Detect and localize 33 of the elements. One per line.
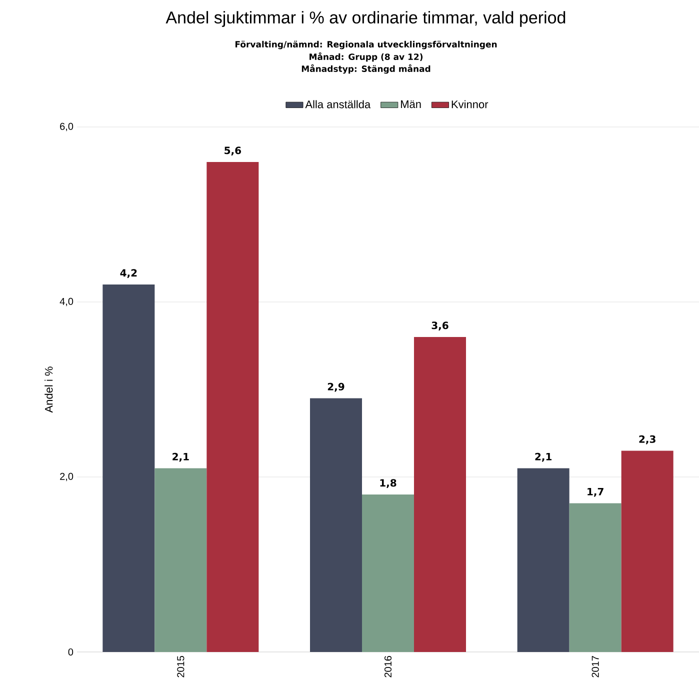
- text: Månadstyp: Stängd månad: [302, 64, 430, 74]
- legend-label: Alla anställda: [305, 100, 371, 108]
- bar: [621, 450, 674, 652]
- x-tick-label: 2015: [177, 656, 184, 678]
- data-label: 2,1: [535, 452, 552, 462]
- data-label: 1,7: [588, 488, 604, 497]
- chart-title: Andel sjuktimmar i % av ordinarie timmar, vald period: [166, 11, 566, 27]
- bar: [206, 162, 259, 652]
- y-tick-label: 0: [68, 648, 74, 656]
- y-axis-title: Andel i %: [44, 366, 53, 413]
- y-tick-label: 6,0: [60, 122, 74, 132]
- data-label: 2,3: [639, 435, 656, 444]
- bar: [517, 468, 570, 652]
- x-tick-label: 2016: [384, 656, 392, 678]
- legend-label: Män: [401, 100, 421, 108]
- bar: [362, 494, 414, 652]
- bar: [414, 336, 466, 652]
- y-tick-label: 4,0: [60, 298, 74, 306]
- data-label: 3,6: [432, 322, 448, 330]
- data-label: 2,9: [328, 382, 344, 392]
- text: Månad: Grupp (8 av 12): [310, 52, 423, 62]
- data-label: 4,2: [120, 269, 137, 278]
- data-label: 5,6: [224, 146, 241, 156]
- bar: [310, 398, 362, 652]
- data-label: 1,8: [380, 479, 396, 488]
- data-label: 2,1: [172, 452, 189, 462]
- bar: [569, 503, 622, 652]
- legend-label: Kvinnor: [452, 100, 488, 108]
- x-tick-label: 2017: [592, 656, 599, 678]
- chart-subtitle: Förvalting/nämnd: Regionala utvecklingsförvaltningen: [235, 40, 497, 50]
- y-tick-label: 2,0: [60, 472, 74, 482]
- bar: [102, 284, 155, 652]
- bar: [154, 468, 207, 652]
